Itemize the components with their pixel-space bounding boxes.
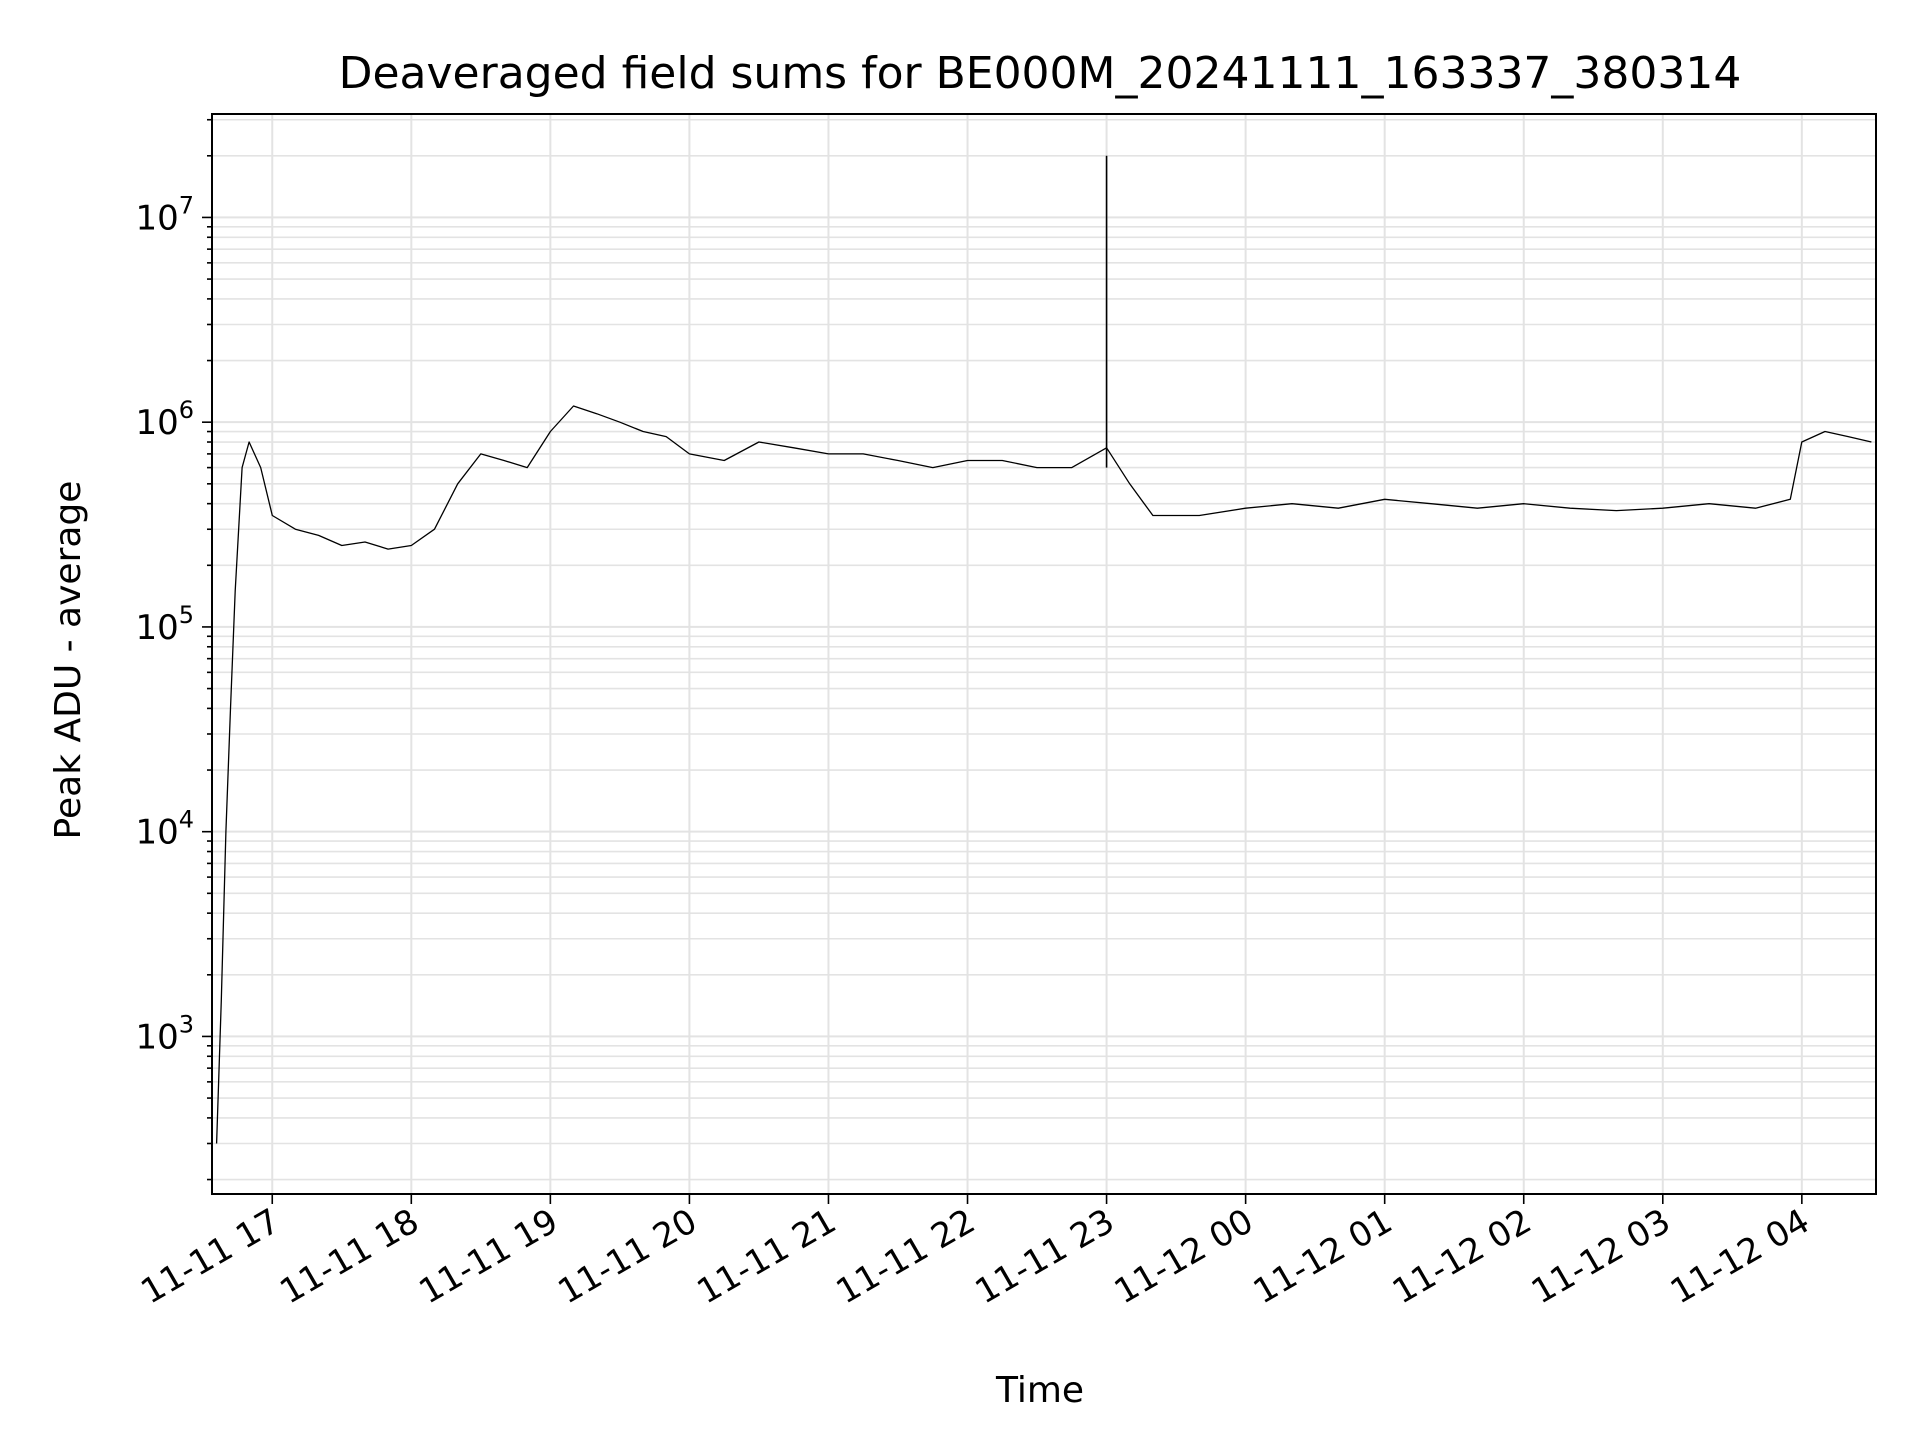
series-line [215, 405, 1872, 1144]
y-tick-label: 105 [135, 601, 194, 648]
y-axis-title: Peak ADU - average [48, 481, 89, 840]
y-tick-label: 104 [135, 806, 194, 853]
y-tick-label: 103 [135, 1010, 194, 1057]
plot-area [215, 155, 1872, 1144]
y-tick-label: 106 [135, 396, 194, 443]
y-tick-label: 107 [135, 191, 194, 238]
plot-frame [211, 113, 1877, 1195]
grid [212, 114, 1876, 1194]
x-axis-title: Time [995, 1370, 1084, 1411]
chart-title: Deaveraged field sums for BE000M_2024111… [339, 48, 1742, 99]
